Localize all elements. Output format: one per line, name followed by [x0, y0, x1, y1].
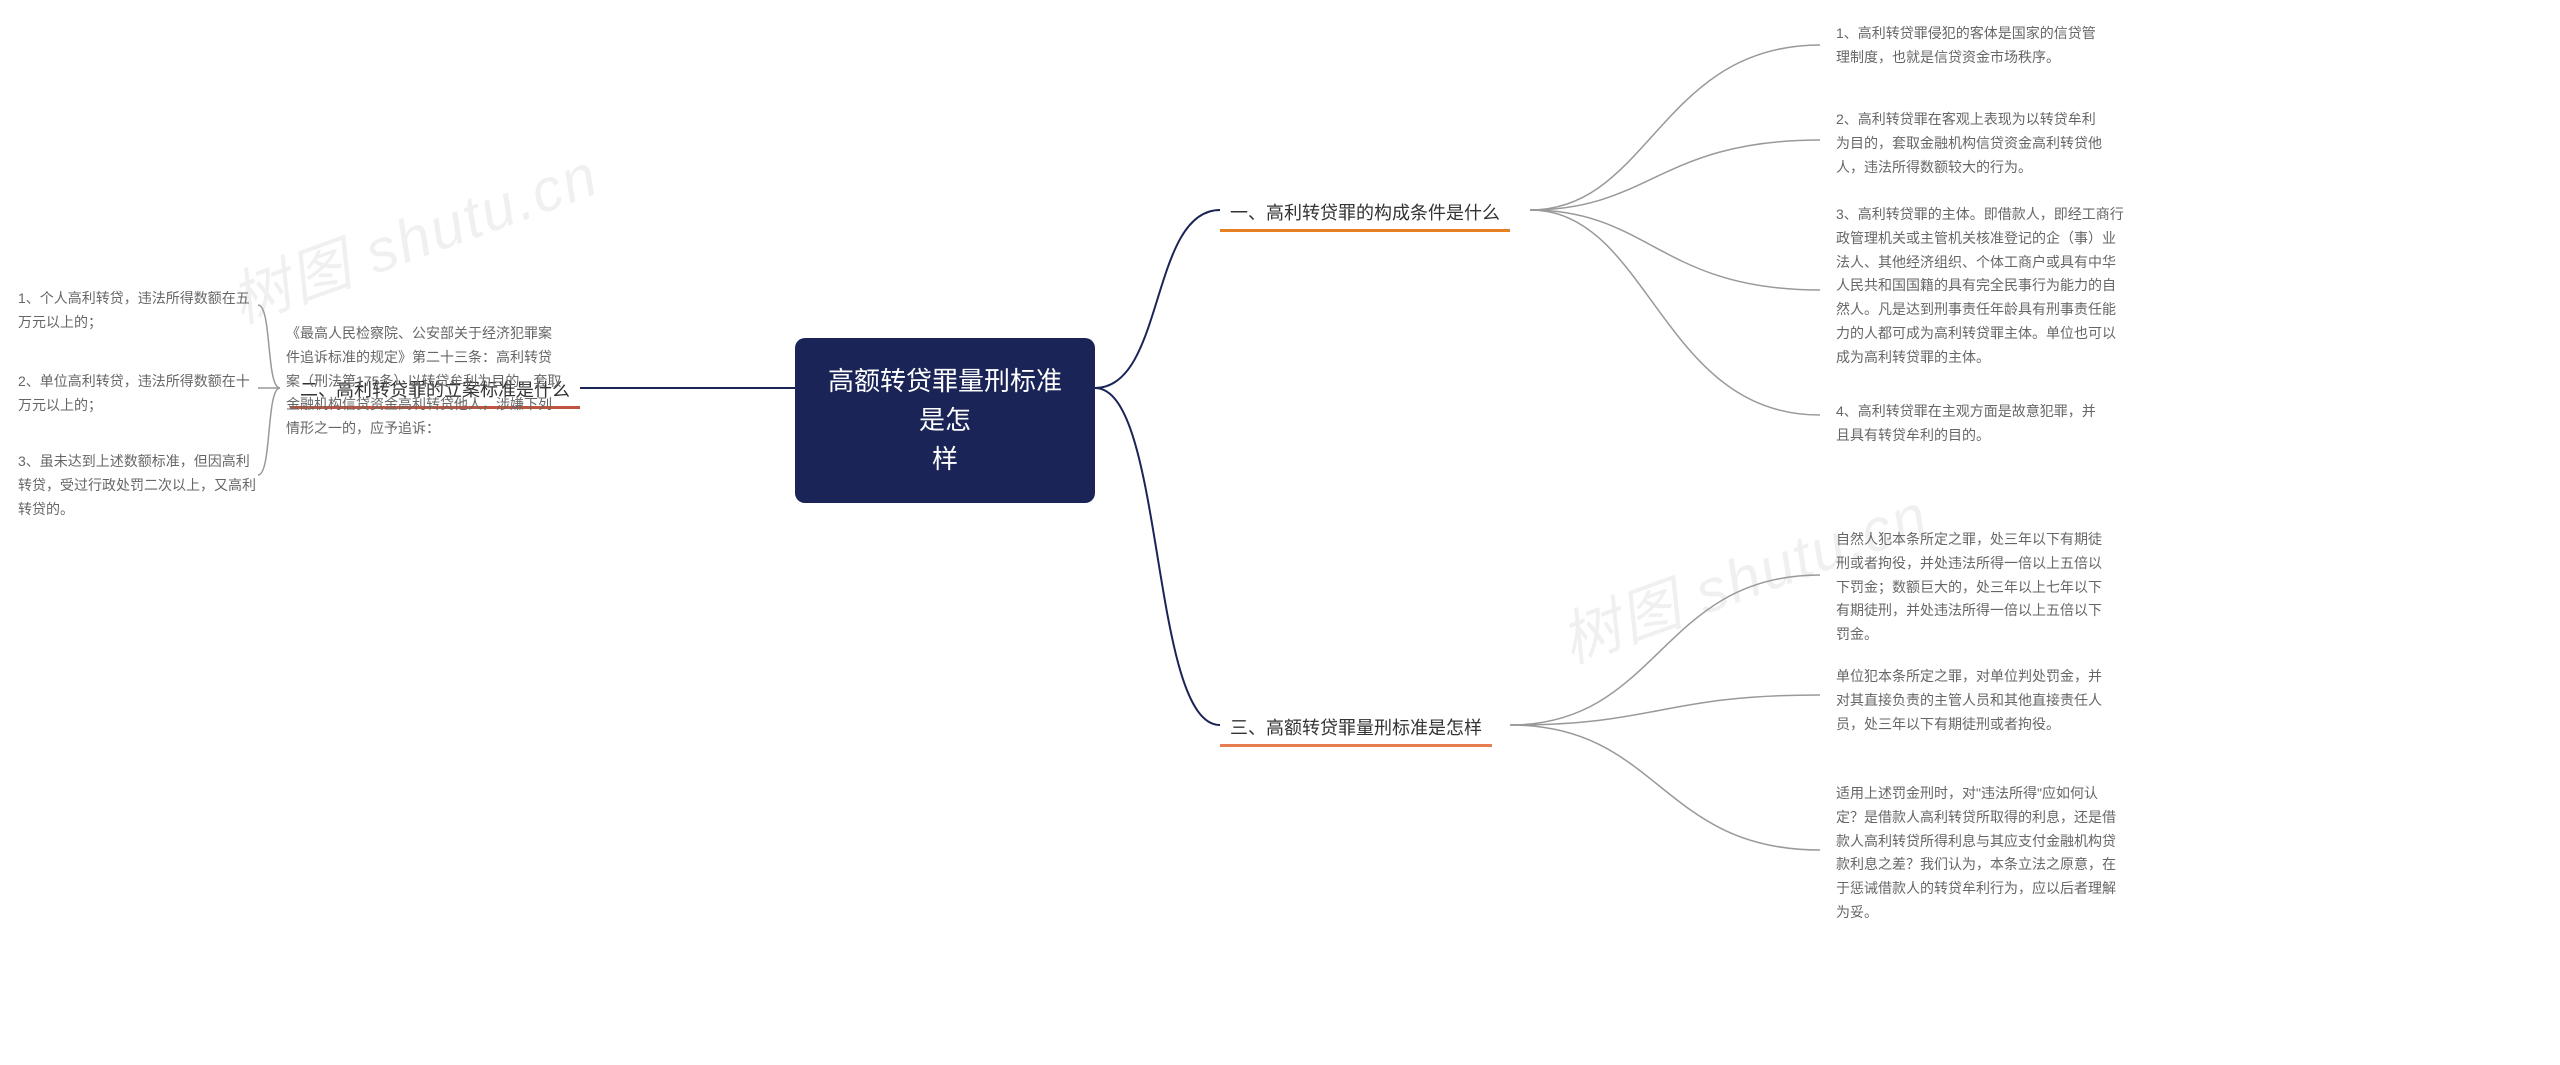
- leaf-1-1: 1、高利转贷罪侵犯的客体是国家的信贷管理制度，也就是信贷资金市场秩序。: [1830, 22, 2115, 70]
- branch-2-mid: 《最高人民检察院、公安部关于经济犯罪案件追诉标准的规定》第二十三条：高利转贷案（…: [280, 322, 570, 441]
- leaf-3-1: 自然人犯本条所定之罪，处三年以下有期徒刑或者拘役，并处违法所得一倍以上五倍以下罚…: [1830, 528, 2120, 647]
- leaf-2-3: 3、虽未达到上述数额标准，但因高利转贷，受过行政处罚二次以上，又高利转贷的。: [12, 450, 262, 521]
- leaf-1-3: 3、高利转贷罪的主体。即借款人，即经工商行政管理机关或主管机关核准登记的企（事）…: [1830, 203, 2130, 370]
- root-label: 高额转贷罪量刑标准是怎样: [828, 366, 1062, 474]
- bracket-branch-1: [1530, 20, 1830, 440]
- leaf-1-2: 2、高利转贷罪在客观上表现为以转贷牟利为目的，套取金融机构信贷资金高利转贷他人，…: [1830, 108, 2115, 179]
- connector-lines: [0, 0, 2560, 1065]
- branch-3: 三、高额转贷罪量刑标准是怎样: [1220, 710, 1492, 747]
- leaf-2-1: 1、个人高利转贷，违法所得数额在五万元以上的；: [12, 287, 257, 335]
- watermark-1: 树图 shutu.cn: [217, 127, 609, 341]
- leaf-3-2: 单位犯本条所定之罪，对单位判处罚金，并对其直接负责的主管人员和其他直接责任人员，…: [1830, 665, 2120, 736]
- bracket-branch-3: [1510, 520, 1830, 940]
- branch-1: 一、高利转贷罪的构成条件是什么: [1220, 195, 1510, 232]
- mindmap-root: 高额转贷罪量刑标准是怎样: [795, 338, 1095, 503]
- leaf-3-3: 适用上述罚金刑时，对"违法所得"应如何认定？是借款人高利转贷所取得的利息，还是借…: [1830, 782, 2125, 925]
- leaf-1-4: 4、高利转贷罪在主观方面是故意犯罪，并且具有转贷牟利的目的。: [1830, 400, 2115, 448]
- leaf-2-2: 2、单位高利转贷，违法所得数额在十万元以上的；: [12, 370, 257, 418]
